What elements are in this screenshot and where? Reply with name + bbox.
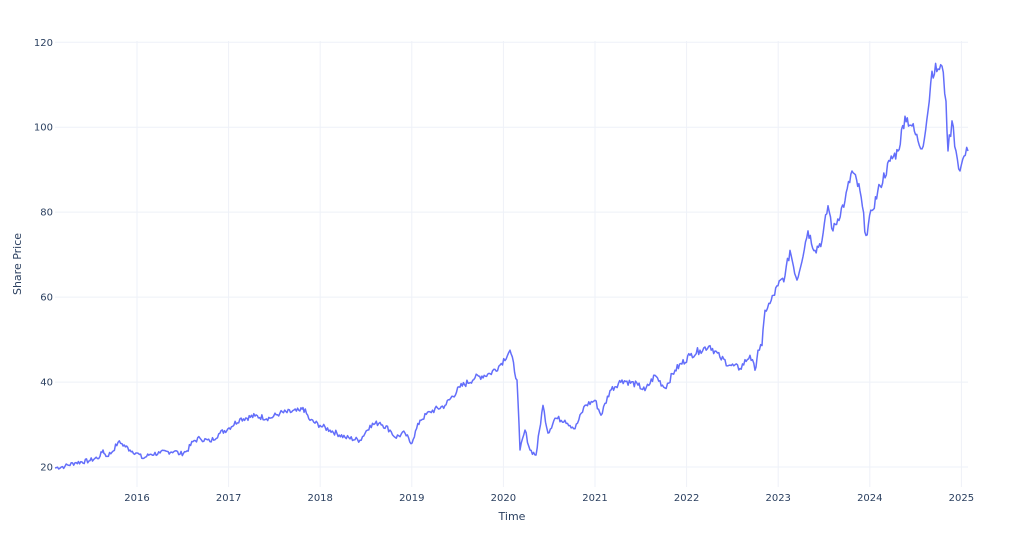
x-axis-title: Time xyxy=(498,510,526,523)
y-tick-label: 100 xyxy=(34,123,53,134)
x-tick-label: 2021 xyxy=(582,493,607,504)
y-axis-title: Share Price xyxy=(11,233,24,295)
y-tick-label: 80 xyxy=(40,208,53,219)
share-price-line xyxy=(54,62,969,470)
x-tick-label: 2022 xyxy=(674,493,699,504)
x-tick-label: 2016 xyxy=(124,493,149,504)
y-tick-label: 60 xyxy=(40,293,53,304)
y-tick-label: 20 xyxy=(40,463,53,474)
x-tick-label: 2018 xyxy=(307,493,332,504)
gridlines xyxy=(55,41,968,487)
y-tick-label: 40 xyxy=(40,378,53,389)
x-axis-ticks: 2016 2017 2018 2019 2020 2021 2022 2023 2024 2025 xyxy=(124,493,974,504)
x-tick-label: 2020 xyxy=(491,493,516,504)
x-tick-label: 2019 xyxy=(399,493,424,504)
x-tick-label: 2023 xyxy=(765,493,790,504)
x-tick-label: 2017 xyxy=(216,493,241,504)
y-axis-ticks: 20 40 60 80 100 120 xyxy=(34,38,53,474)
y-tick-label: 120 xyxy=(34,38,53,49)
x-tick-label: 2024 xyxy=(857,493,882,504)
x-tick-label: 2025 xyxy=(949,493,974,504)
